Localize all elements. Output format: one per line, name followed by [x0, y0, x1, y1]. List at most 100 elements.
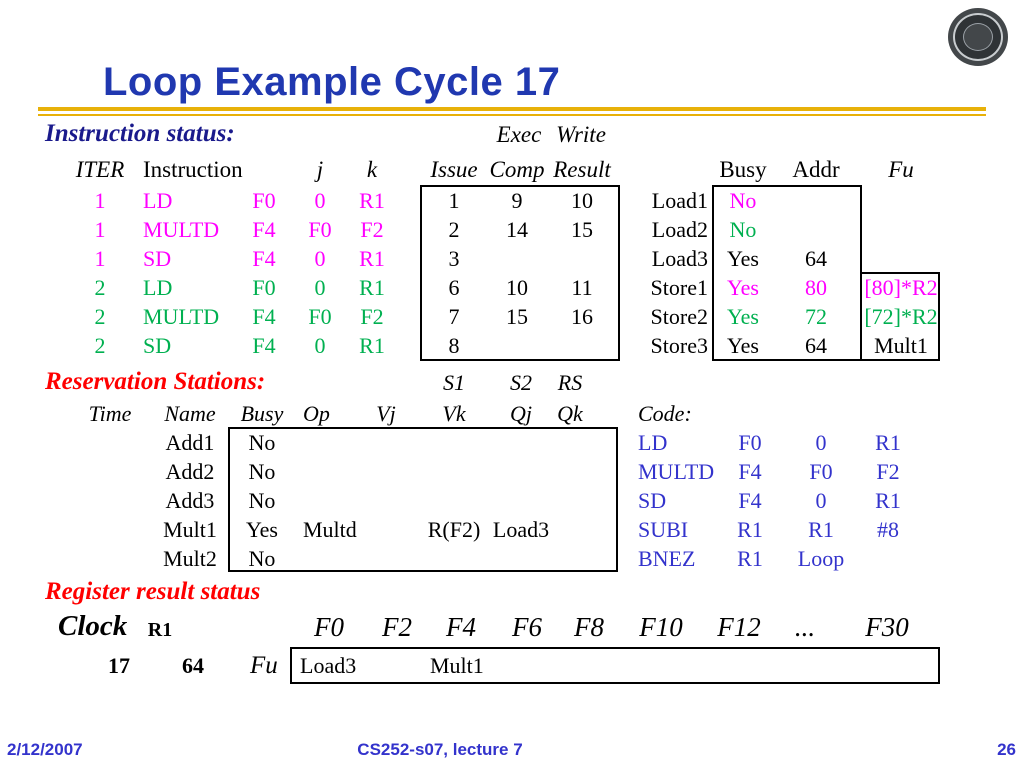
result-cell: 10: [571, 188, 593, 213]
comp-cell: 10: [506, 275, 528, 300]
code-op-cell: BNEZ: [638, 546, 696, 571]
unit-name-cell: Load2: [651, 217, 708, 242]
j-cell: 0: [314, 333, 326, 358]
register-f12-header: F12: [717, 612, 761, 642]
seal-core: [963, 23, 993, 51]
code-operand-cell: R1: [875, 430, 901, 455]
code-rows: LD F0 0 R1 MULTD F4 F0 F2 SD F4 0 R1 SUB…: [0, 428, 1024, 573]
register-result-status-label: Register result status: [45, 578, 261, 605]
issue-cell: 6: [448, 275, 460, 300]
reservation-row: Mult2 No: [0, 544, 1024, 573]
j-cell: F0: [308, 217, 332, 242]
register-ellipsis-header: ...: [794, 612, 816, 642]
busy-cell: No: [729, 217, 757, 242]
k-cell: F2: [360, 304, 384, 329]
code-row: SD F4 0 R1: [0, 486, 1024, 515]
issue-cell: 8: [448, 333, 460, 358]
title-underline: [38, 107, 986, 116]
clock-value: 17: [108, 653, 130, 678]
rs-busy-cell: No: [248, 430, 276, 455]
opcode-cell: MULTD: [143, 217, 220, 242]
issue-cell: 2: [448, 217, 460, 242]
result-cell: 11: [571, 275, 593, 300]
iter-cell: 1: [94, 246, 106, 271]
header-code: Code:: [638, 401, 692, 426]
f4-fu-value: Mult1: [430, 653, 484, 678]
unit-name-cell: Store1: [650, 275, 708, 300]
code-operand-cell: R1: [737, 546, 763, 571]
header-time: Time: [88, 401, 132, 426]
code-operand-cell: F4: [738, 459, 762, 484]
instruction-row: 2 MULTD F4 F0 F2 7 15 16: [0, 302, 1024, 331]
dest-cell: F4: [252, 246, 276, 271]
k-cell: F2: [360, 217, 384, 242]
rs-busy-cell: No: [248, 459, 276, 484]
rs-busy-cell: Yes: [245, 517, 278, 542]
reservation-row: Add1 No: [0, 428, 1024, 457]
reservation-rows: Add1 No Add2 No Add3 No Mult1: [0, 428, 1024, 573]
busy-cell: Yes: [726, 304, 759, 329]
load-store-rows: Load1 No Load2 No Load3 Yes 64 Store1 Ye…: [0, 186, 1024, 360]
k-cell: R1: [359, 188, 385, 213]
university-seal-logo: [948, 8, 1008, 66]
result-cell: 16: [571, 304, 593, 329]
r1-value: 64: [182, 653, 204, 678]
header-result: Result: [553, 157, 611, 182]
busy-cell: Yes: [726, 246, 759, 271]
register-f6-header: F6: [512, 612, 542, 642]
issue-cell: 1: [448, 188, 460, 213]
code-operand-cell: F2: [876, 459, 900, 484]
header-instruction: Instruction: [143, 157, 243, 182]
result-cell: 15: [571, 217, 593, 242]
s1-s2-rs-header-row: S1 S2 RS: [0, 370, 1024, 396]
header-rs-busy: Busy: [240, 401, 284, 426]
code-operand-cell: #8: [877, 517, 899, 542]
dest-cell: F4: [252, 304, 276, 329]
k-cell: R1: [359, 275, 385, 300]
rs-busy-cell: No: [248, 488, 276, 513]
unit-name-cell: Load1: [651, 188, 708, 213]
iter-cell: 2: [94, 304, 106, 329]
code-operand-cell: F4: [738, 488, 762, 513]
r1-label: R1: [147, 619, 173, 641]
load-store-row: Store2 Yes 72 [72]*R2: [0, 302, 1024, 331]
busy-cell: Yes: [726, 275, 759, 300]
j-cell: 0: [314, 246, 326, 271]
register-f2-header: F2: [382, 612, 412, 642]
header-qk: Qk: [557, 401, 583, 426]
write-header: Write: [556, 122, 606, 147]
code-operand-cell: 0: [815, 430, 827, 455]
code-operand-cell: R1: [737, 517, 763, 542]
k-cell: R1: [359, 246, 385, 271]
load-store-row: Load3 Yes 64: [0, 244, 1024, 273]
load-store-busy-addr-box: [712, 185, 862, 361]
register-f4-header: F4: [446, 612, 476, 642]
issue-cell: 3: [448, 246, 460, 271]
j-cell: 0: [314, 188, 326, 213]
code-row: MULTD F4 F0 F2: [0, 457, 1024, 486]
comp-cell: 9: [511, 188, 523, 213]
rs-header: RS: [557, 370, 583, 395]
code-op-cell: SD: [638, 488, 667, 513]
header-comp: Comp: [489, 157, 545, 182]
opcode-cell: LD: [143, 275, 173, 300]
fu-row-box: [290, 647, 940, 684]
addr-cell: 64: [805, 246, 827, 271]
fu-cell: [80]*R2: [864, 275, 938, 300]
opcode-cell: SD: [143, 246, 172, 271]
reservation-row: Add3 No: [0, 486, 1024, 515]
s2-header: S2: [510, 370, 532, 395]
opcode-cell: MULTD: [143, 304, 220, 329]
instruction-rows: 1 LD F0 0 R1 1 9 10 1 MULTD F4 F0 F2 2 1…: [0, 186, 1024, 360]
footer-page-number: 26: [997, 740, 1016, 759]
header-vj: Vj: [376, 401, 396, 426]
code-operand-cell: F0: [738, 430, 762, 455]
instruction-table-header-row: ITER Instruction j k Issue Comp Result B…: [0, 156, 1024, 184]
rs-name-cell: Add1: [165, 430, 215, 455]
code-row: SUBI R1 R1 #8: [0, 515, 1024, 544]
s1-header: S1: [443, 370, 465, 395]
header-busy: Busy: [719, 157, 767, 182]
register-f10-header: F10: [639, 612, 683, 642]
code-operand-cell: 0: [815, 488, 827, 513]
addr-cell: 80: [805, 275, 827, 300]
